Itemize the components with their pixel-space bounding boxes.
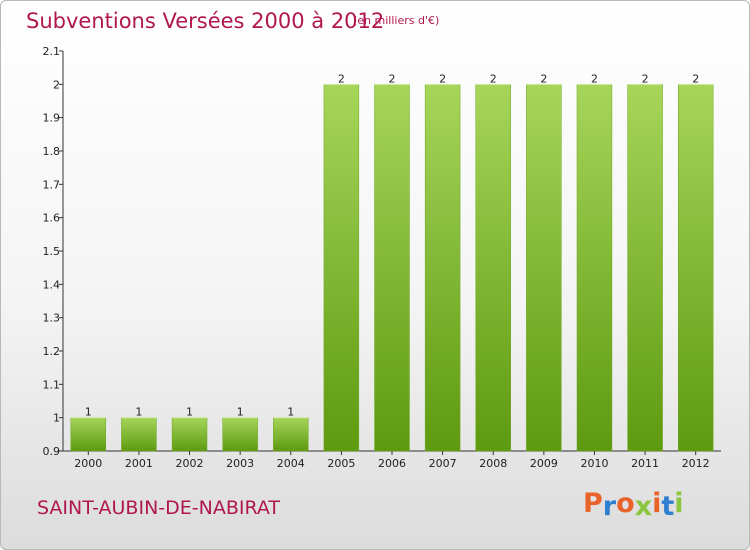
y-tick-label: 1.5 bbox=[43, 245, 61, 258]
y-tick-label: 1.6 bbox=[43, 212, 61, 225]
data-label-2002: 1 bbox=[186, 406, 193, 419]
data-label-2012: 2 bbox=[692, 72, 699, 85]
bar-2000 bbox=[70, 417, 107, 452]
data-label-2003: 1 bbox=[237, 406, 244, 419]
data-label-2005: 2 bbox=[338, 72, 345, 85]
y-tick-label: 1 bbox=[53, 412, 60, 425]
logo-letter: x bbox=[634, 491, 653, 522]
logo-letter: r bbox=[602, 491, 617, 522]
data-label-2004: 1 bbox=[287, 406, 294, 419]
y-tick-label: 1.1 bbox=[43, 378, 61, 391]
x-tick-label-2003: 2003 bbox=[226, 457, 254, 470]
x-tick-label-2012: 2012 bbox=[682, 457, 710, 470]
y-tick-label: 0.9 bbox=[43, 445, 61, 458]
x-tick-label-2011: 2011 bbox=[631, 457, 659, 470]
data-label-2001: 1 bbox=[135, 406, 142, 419]
y-tick-label: 1.7 bbox=[43, 178, 61, 191]
x-tick-label-2004: 2004 bbox=[277, 457, 305, 470]
x-tick-label-2009: 2009 bbox=[530, 457, 558, 470]
data-label-2000: 1 bbox=[85, 406, 92, 419]
x-tick-label-2006: 2006 bbox=[378, 457, 406, 470]
bar-2010 bbox=[576, 84, 613, 452]
bar-2012 bbox=[677, 84, 714, 452]
bar-2006 bbox=[374, 84, 410, 452]
axes: 0.9 1 1.1 1.2 1.3 1.4 1.5 1.6 1.7 1.8 1.9 2 2.1 2000 2… bbox=[43, 45, 721, 470]
bars bbox=[70, 83, 714, 452]
bar-2008 bbox=[475, 84, 511, 452]
x-tick-label-2001: 2001 bbox=[125, 457, 153, 470]
y-tick-label: 2.1 bbox=[43, 45, 61, 58]
x-tick-label-2005: 2005 bbox=[327, 457, 355, 470]
proxiti-logo: Proxiti bbox=[583, 488, 684, 522]
data-labels: 1 1 1 1 1 2 2 2 2 2 2 2 2 bbox=[85, 72, 699, 418]
y-tick-label: 1.3 bbox=[43, 312, 61, 325]
logo-letter: P bbox=[583, 488, 603, 519]
x-tick-label-2010: 2010 bbox=[580, 457, 608, 470]
chart-unit: (en milliers d'€) bbox=[353, 14, 440, 27]
chart-title: Subventions Versées 2000 à 2012 bbox=[26, 9, 385, 33]
bar-2002 bbox=[171, 417, 208, 452]
data-label-2010: 2 bbox=[591, 72, 598, 85]
x-tick-label-2000: 2000 bbox=[74, 457, 102, 470]
bar-2011 bbox=[627, 84, 663, 452]
y-tick-label: 1.8 bbox=[43, 145, 61, 158]
bar-2001 bbox=[121, 417, 157, 452]
y-tick-label: 1.4 bbox=[43, 278, 61, 291]
data-label-2011: 2 bbox=[642, 72, 649, 85]
data-label-2009: 2 bbox=[540, 72, 547, 85]
bar-2004 bbox=[273, 417, 309, 452]
data-label-2007: 2 bbox=[439, 72, 446, 85]
logo-letter: i bbox=[674, 488, 684, 519]
logo-letter: i bbox=[652, 488, 662, 519]
y-tick-label: 1.2 bbox=[43, 345, 61, 358]
bar-2005 bbox=[323, 84, 360, 452]
commune-name: SAINT-AUBIN-DE-NABIRAT bbox=[37, 497, 281, 519]
data-label-2006: 2 bbox=[389, 72, 396, 85]
logo-letter: o bbox=[616, 488, 635, 519]
x-tick-label-2007: 2007 bbox=[429, 457, 457, 470]
logo-letter: t bbox=[661, 491, 675, 522]
y-tick-label: 2 bbox=[53, 78, 60, 91]
bar-2009 bbox=[526, 84, 562, 452]
x-tick-label-2002: 2002 bbox=[176, 457, 204, 470]
x-tick-label-2008: 2008 bbox=[479, 457, 507, 470]
y-tick-label: 1.9 bbox=[43, 112, 61, 125]
bar-2007 bbox=[424, 84, 461, 452]
bar-2003 bbox=[222, 417, 258, 452]
data-label-2008: 2 bbox=[490, 72, 497, 85]
